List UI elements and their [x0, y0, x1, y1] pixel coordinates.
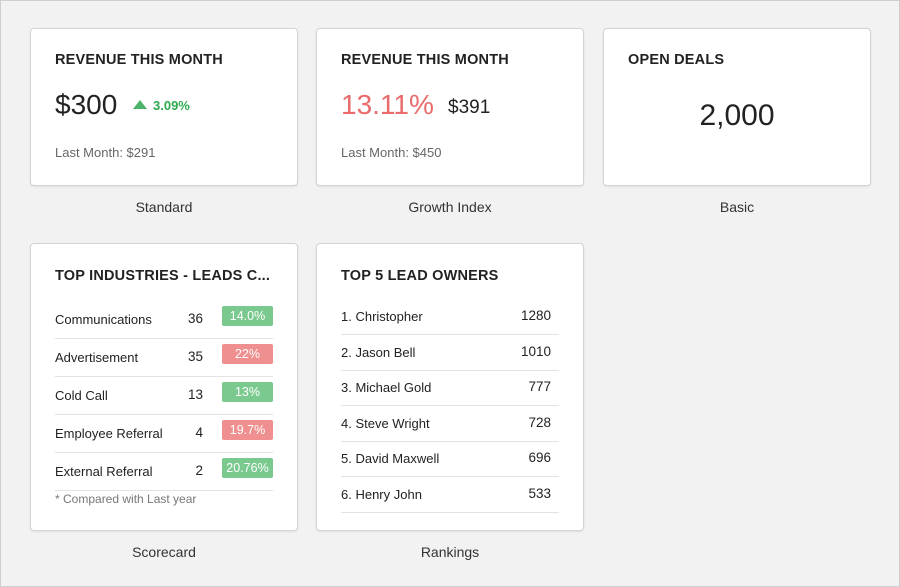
lead-owner-name: 5. David Maxwell — [341, 451, 440, 466]
lead-owner-value: 696 — [528, 450, 551, 465]
last-month-text: Last Month: $450 — [341, 145, 442, 160]
lead-owner-name: 6. Henry John — [341, 486, 422, 502]
lead-owner-value: 1280 — [520, 308, 551, 323]
growth-percentage: 13.11% — [341, 89, 434, 120]
ranking-row: 3. Michael Gold 777 — [341, 370, 559, 406]
industry-name: Advertisement — [55, 350, 139, 365]
comparison-note: * Compared with Last year — [55, 492, 197, 506]
lead-owner-name: 2. Jason Bell — [341, 344, 416, 360]
standard-kpi-card[interactable]: REVENUE THIS MONTH $300 3.09% Last Month… — [30, 28, 298, 186]
ranking-row: 4. Steve Wright 728 — [341, 406, 559, 442]
industry-name: Cold Call — [55, 388, 108, 403]
rankings-card[interactable]: TOP 5 LEAD OWNERS 1. Christopher 1280 2. J… — [316, 243, 584, 531]
leads-count: 13 — [187, 387, 203, 402]
change-badge: 14.0% — [222, 306, 273, 326]
rankings-caption: Rankings — [420, 544, 480, 560]
change-badge: 22% — [222, 344, 273, 364]
basic-kpi-card[interactable]: OPEN DEALS 2,000 — [603, 28, 871, 186]
ranking-row: 6. Henry John 533 — [341, 477, 559, 513]
scorecard-card[interactable]: TOP INDUSTRIES - LEADS C... Communicatio… — [30, 243, 298, 531]
change-badge: 19.7% — [222, 420, 273, 440]
growth-index-caption: Growth Index — [408, 199, 492, 215]
industry-name: External Referral — [55, 464, 153, 479]
scorecard-row: Communications 36 14.0% — [55, 300, 273, 339]
kpi-change-value: 3.09% — [153, 98, 190, 113]
change-badge: 20.76% — [222, 458, 273, 478]
ranking-row: 2. Jason Bell 1010 — [341, 335, 559, 371]
scorecard-caption: Scorecard — [132, 544, 196, 560]
last-month-text: Last Month: $291 — [55, 145, 156, 160]
ranking-row: 5. David Maxwell 696 — [341, 441, 559, 477]
leads-count: 36 — [187, 311, 203, 326]
change-badge: 13% — [222, 382, 273, 402]
lead-owner-value: 533 — [528, 485, 551, 501]
scorecard-row: Cold Call 13 13% — [55, 376, 273, 415]
kpi-change: 3.09% — [133, 98, 190, 113]
lead-owner-value: 777 — [528, 379, 551, 394]
growth-index-card[interactable]: REVENUE THIS MONTH 13.11% $391 Last Mont… — [316, 28, 584, 186]
lead-owner-name: 3. Michael Gold — [341, 380, 432, 395]
card-title: TOP 5 LEAD OWNERS — [341, 268, 499, 284]
card-title: REVENUE THIS MONTH — [55, 52, 223, 68]
standard-caption: Standard — [135, 199, 193, 215]
ranking-row: 1. Christopher 1280 — [341, 299, 559, 335]
arrow-up-icon — [133, 100, 147, 109]
card-title: REVENUE THIS MONTH — [341, 52, 509, 68]
growth-value: $391 — [448, 97, 491, 118]
leads-count: 35 — [187, 349, 203, 364]
open-deals-value: 2,000 — [699, 99, 775, 132]
card-title: OPEN DEALS — [628, 52, 725, 68]
leads-count: 2 — [195, 463, 203, 478]
lead-owner-name: 1. Christopher — [341, 309, 423, 324]
scorecard-row: External Referral 2 20.76% — [55, 452, 273, 491]
lead-owner-value: 728 — [528, 414, 551, 430]
card-title: TOP INDUSTRIES - LEADS C... — [55, 268, 271, 284]
lead-owner-value: 1010 — [520, 343, 551, 359]
kpi-value: $300 — [55, 89, 118, 120]
scorecard-row: Employee Referral 4 19.7% — [55, 414, 273, 453]
scorecard-row: Advertisement 35 22% — [55, 338, 273, 377]
leads-count: 4 — [195, 425, 203, 440]
industry-name: Communications — [55, 312, 152, 327]
lead-owner-name: 4. Steve Wright — [341, 415, 430, 431]
basic-caption: Basic — [719, 199, 755, 215]
industry-name: Employee Referral — [55, 426, 163, 441]
